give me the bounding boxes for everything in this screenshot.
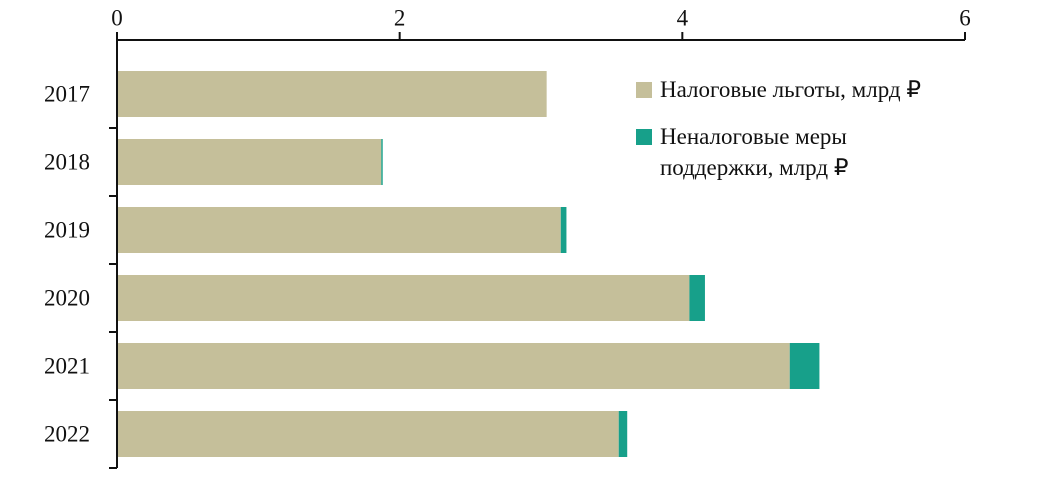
y-tick-label: 2021	[44, 353, 90, 378]
y-tick-label: 2020	[44, 285, 90, 310]
legend-label: Неналоговые меры поддержки, млрд ₽	[660, 124, 849, 180]
legend-swatch	[636, 82, 652, 98]
bar-segment	[560, 207, 567, 253]
legend-item: Неналоговые меры поддержки, млрд ₽	[636, 121, 936, 183]
legend: Налоговые льготы, млрд ₽ Неналоговые меры…	[636, 74, 936, 199]
x-tick-label: 0	[111, 5, 123, 30]
bar-segment	[117, 71, 547, 117]
bar-segment	[381, 139, 383, 185]
y-tick-label: 2017	[44, 81, 90, 106]
bar-segment	[689, 275, 705, 321]
y-tick-label: 2022	[44, 421, 90, 446]
bar-segment	[789, 343, 820, 389]
y-tick-label: 2018	[44, 149, 90, 174]
legend-item: Налоговые льготы, млрд ₽	[636, 74, 936, 105]
legend-swatch	[636, 129, 652, 145]
legend-label: Налоговые льготы, млрд ₽	[660, 77, 921, 102]
y-tick-label: 2019	[44, 217, 90, 242]
bar-segment	[117, 275, 690, 321]
x-tick-label: 2	[394, 5, 406, 30]
x-tick-label: 6	[959, 5, 971, 30]
x-tick-label: 4	[677, 5, 689, 30]
bar-segment	[117, 139, 382, 185]
bar-segment	[117, 343, 790, 389]
bar-segment	[117, 411, 619, 457]
bar-segment	[618, 411, 628, 457]
bar-segment	[117, 207, 561, 253]
